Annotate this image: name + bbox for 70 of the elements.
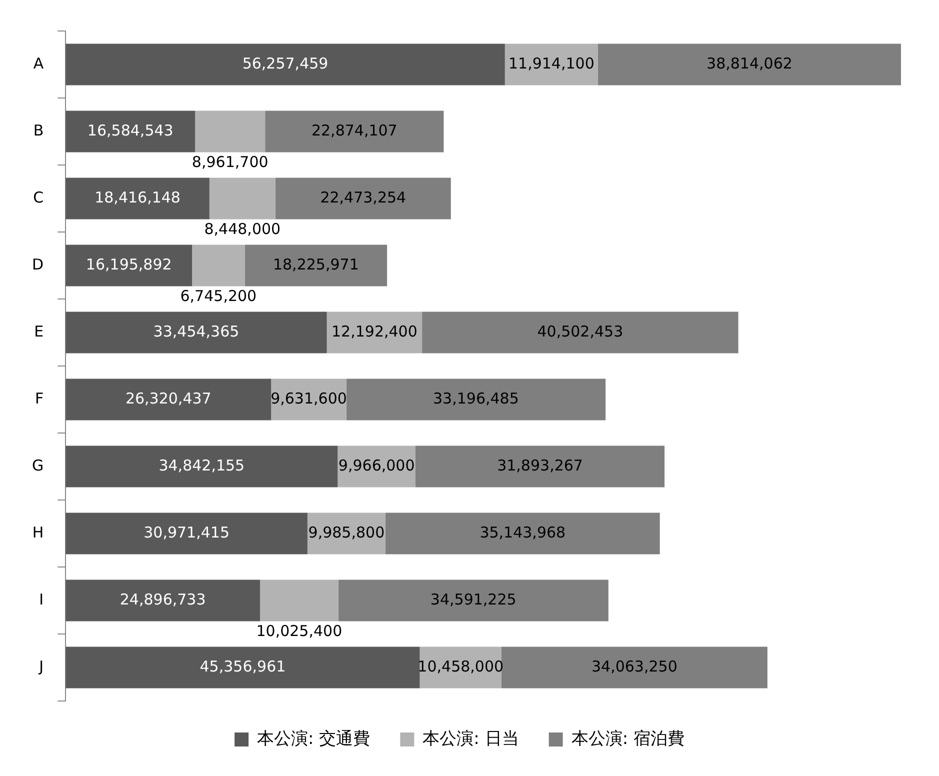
bar (195, 110, 266, 152)
data-label: 31,893,267 (497, 456, 583, 474)
data-label: 22,473,254 (320, 188, 406, 206)
bar (385, 512, 660, 554)
data-label: 33,454,365 (153, 322, 240, 340)
bar (244, 244, 388, 286)
bar (66, 512, 308, 554)
data-label: 34,842,155 (158, 456, 245, 474)
data-label: 22,874,107 (311, 121, 398, 140)
bar (66, 244, 192, 286)
bar (598, 44, 901, 86)
data-label: 9,631,600 (270, 389, 347, 408)
data-label: 26,320,437 (125, 389, 212, 408)
legend-label: 本公演: 交通費 (257, 728, 370, 749)
data-label: 12,192,400 (332, 322, 418, 340)
bar (416, 446, 665, 488)
data-label: 8,448,000 (204, 220, 281, 238)
bar (66, 110, 196, 152)
data-label: 45,356,961 (200, 657, 286, 676)
data-label: 9,966,000 (338, 456, 415, 474)
data-label: 38,814,062 (706, 54, 792, 72)
bar (275, 178, 451, 220)
data-label: 35,143,968 (480, 523, 566, 542)
y-tick-label: A (33, 54, 44, 72)
y-tick-label: E (34, 322, 44, 340)
bar (265, 110, 444, 152)
data-label: 18,225,971 (272, 255, 359, 274)
data-label: 11,914,100 (508, 54, 594, 72)
bar (422, 312, 738, 354)
bar (271, 378, 346, 420)
data-label: 18,416,148 (94, 188, 180, 206)
bar (338, 580, 608, 622)
bar (66, 646, 420, 688)
bar (260, 580, 338, 622)
data-label: 16,584,543 (87, 121, 174, 140)
data-label: 10,458,000 (418, 657, 504, 676)
data-label: 34,591,225 (430, 590, 516, 608)
data-label: 6,745,200 (180, 287, 257, 306)
y-tick-label: D (32, 255, 44, 274)
bar (66, 312, 327, 354)
legend-label: 本公演: 日当 (422, 728, 519, 749)
data-label: 56,257,459 (242, 54, 328, 72)
data-label: 16,195,892 (86, 255, 172, 274)
data-label: 33,196,485 (433, 389, 519, 408)
data-label: 24,896,733 (120, 590, 206, 608)
bar (501, 646, 768, 688)
bar (66, 44, 505, 86)
bar (66, 378, 272, 420)
bar (66, 580, 260, 622)
y-tick-label: G (32, 456, 44, 474)
bar (346, 378, 606, 420)
y-tick-label: F (34, 389, 44, 408)
data-label: 9,985,800 (308, 523, 385, 542)
legend-label: 本公演: 宿泊費 (571, 728, 684, 749)
bar (209, 178, 276, 220)
data-label: 8,961,700 (192, 153, 268, 172)
data-label: 34,063,250 (591, 657, 678, 676)
bar (326, 312, 422, 354)
data-label: 10,025,400 (256, 622, 342, 640)
bar (66, 178, 210, 220)
data-label: 30,971,415 (144, 523, 230, 542)
bar (504, 44, 598, 86)
y-tick-label: B (33, 121, 44, 140)
y-tick-label: C (33, 188, 44, 206)
y-tick-label: J (38, 657, 44, 676)
y-tick-label: H (32, 523, 44, 542)
data-label: 40,502,453 (537, 322, 624, 340)
bar (66, 446, 338, 488)
y-tick-label: I (39, 590, 44, 608)
bar (192, 244, 245, 286)
